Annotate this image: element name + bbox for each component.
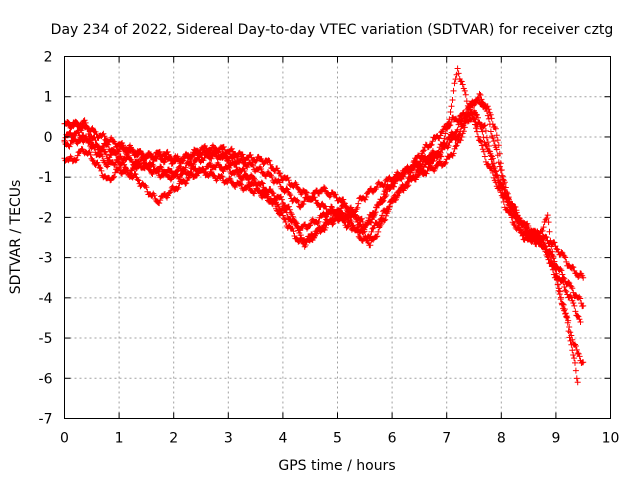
- y-tick-label: -2: [39, 210, 53, 226]
- series-track-3: [61, 107, 587, 366]
- x-tick-label: 0: [60, 431, 69, 447]
- y-tick-label: 2: [44, 50, 53, 66]
- grid-layer: [64, 56, 611, 419]
- y-axis-label: SDTVAR / TECUs: [8, 180, 24, 295]
- x-tick-label: 2: [169, 431, 178, 447]
- chart-title: Day 234 of 2022, Sidereal Day-to-day VTE…: [51, 22, 614, 38]
- y-tick-label: -3: [39, 251, 53, 267]
- y-tick-label: -4: [39, 291, 53, 307]
- series-markers: [61, 107, 587, 366]
- series-track-4: [61, 65, 581, 386]
- y-tick-label: -1: [39, 170, 53, 186]
- y-tick-label: -7: [39, 412, 53, 428]
- x-tick-label: 8: [497, 431, 506, 447]
- x-tick-label: 3: [224, 431, 233, 447]
- x-tick-label: 9: [551, 431, 560, 447]
- x-tick-label: 4: [278, 431, 287, 447]
- x-tick-label: 10: [602, 431, 620, 447]
- x-axis-label: GPS time / hours: [278, 458, 395, 474]
- series-markers: [61, 65, 581, 386]
- y-tick-label: -5: [39, 331, 53, 347]
- data-layer: [61, 65, 587, 386]
- x-tick-label: 6: [388, 431, 397, 447]
- y-tick-label: 1: [44, 90, 53, 106]
- x-tick-label: 1: [115, 431, 124, 447]
- series-track-5: [64, 90, 584, 325]
- x-tick-label: 7: [442, 431, 451, 447]
- x-tick-label: 5: [333, 431, 342, 447]
- y-tick-label: 0: [44, 130, 53, 146]
- series-markers: [64, 90, 584, 325]
- y-tick-label: -6: [39, 371, 53, 387]
